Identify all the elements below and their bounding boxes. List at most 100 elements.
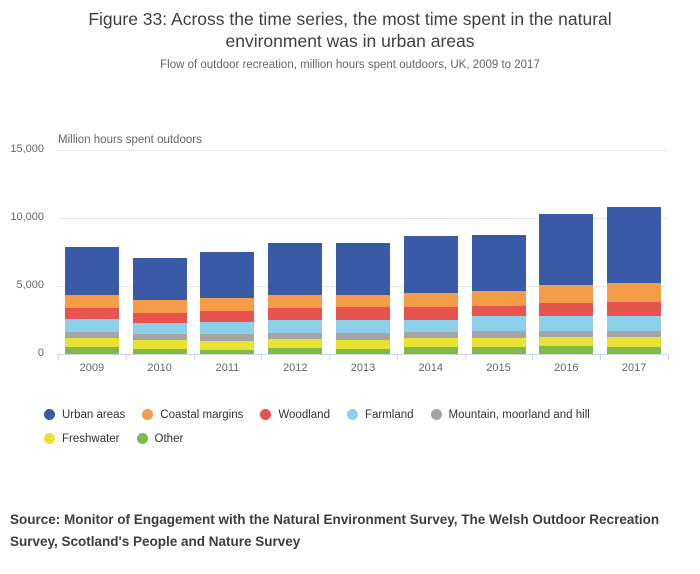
legend-marker-coastal-margins: [142, 409, 154, 420]
bar-segment-2014-farmland[interactable]: [403, 319, 458, 332]
bar-segment-2010-other[interactable]: [132, 348, 187, 354]
bar-segment-2013-other[interactable]: [336, 348, 390, 354]
bar-segment-2011-mountain-moorland-and-hill[interactable]: [200, 334, 255, 342]
legend-marker-urban-areas: [44, 409, 55, 420]
bar-segment-2016-coastal-margins[interactable]: [539, 285, 594, 303]
bar-segment-2009-other[interactable]: [64, 347, 119, 354]
bar-segment-2015-urban-areas[interactable]: [471, 234, 526, 292]
bar-segment-2015-other[interactable]: [471, 347, 526, 354]
bar-segment-2011-urban-areas[interactable]: [200, 252, 255, 298]
bar-segment-2015-coastal-margins[interactable]: [471, 291, 526, 307]
x-tick-label-2012: 2012: [282, 362, 308, 374]
bar-segment-2015-woodland[interactable]: [471, 306, 526, 317]
gridline-15000: [58, 150, 668, 151]
x-tick-label-2010: 2010: [147, 362, 172, 374]
bar-segment-2013-freshwater[interactable]: [336, 340, 390, 349]
bar-segment-2017-mountain-moorland-and-hill[interactable]: [607, 331, 662, 337]
bar-segment-2011-other[interactable]: [200, 350, 255, 354]
bar-segment-2010-farmland[interactable]: [132, 322, 187, 334]
bar-segment-2013-coastal-margins[interactable]: [336, 294, 390, 307]
bar-segment-2013-woodland[interactable]: [336, 306, 390, 320]
bar-segment-2010-mountain-moorland-and-hill[interactable]: [132, 333, 187, 341]
legend-item-urban-areas[interactable]: Urban areas: [44, 409, 125, 421]
legend-item-freshwater[interactable]: Freshwater: [44, 433, 120, 445]
bar-segment-2012-woodland[interactable]: [268, 308, 323, 321]
x-axis-tick: [396, 354, 398, 360]
y-axis-title: Million hours spent outdoors: [58, 134, 202, 146]
bar-segment-2016-mountain-moorland-and-hill[interactable]: [539, 331, 594, 338]
x-tick-label-2009: 2009: [79, 362, 105, 374]
bar-segment-2015-mountain-moorland-and-hill[interactable]: [471, 331, 526, 339]
bar-segment-2014-freshwater[interactable]: [403, 337, 458, 348]
bar-segment-2009-urban-areas[interactable]: [64, 246, 119, 295]
bar-segment-2011-woodland[interactable]: [200, 311, 255, 322]
bar-segment-2011-freshwater[interactable]: [200, 341, 255, 351]
x-axis-line: [58, 353, 668, 355]
legend-row: Urban areas Coastal margins Woodland Farmla…: [44, 407, 590, 422]
x-axis-tick: [532, 354, 534, 360]
bar-segment-2013-mountain-moorland-and-hill[interactable]: [336, 333, 390, 341]
bar-segment-2017-urban-areas[interactable]: [607, 206, 662, 284]
bar-segment-2010-urban-areas[interactable]: [132, 258, 187, 301]
bar-segment-2013-farmland[interactable]: [336, 319, 390, 334]
x-tick-label-2011: 2011: [215, 362, 240, 374]
x-axis-tick: [58, 354, 59, 360]
bar-segment-2014-coastal-margins[interactable]: [403, 293, 458, 307]
bar-segment-2016-urban-areas[interactable]: [539, 214, 594, 286]
x-axis-tick: [329, 354, 331, 360]
source-note: Source: Monitor of Engagement with the N…: [10, 512, 660, 549]
y-tick-label-15-000: 15,000: [10, 143, 44, 155]
legend-marker-woodland: [260, 409, 272, 420]
bar-segment-2014-other[interactable]: [403, 347, 458, 354]
bar-segment-2016-other[interactable]: [539, 346, 594, 354]
bar-segment-2009-coastal-margins[interactable]: [64, 294, 119, 309]
bar-segment-2009-farmland[interactable]: [64, 318, 119, 332]
bar-segment-2017-other[interactable]: [607, 347, 662, 354]
bar-segment-2014-mountain-moorland-and-hill[interactable]: [403, 331, 458, 338]
bar-segment-2012-freshwater[interactable]: [268, 339, 323, 348]
bar-segment-2009-freshwater[interactable]: [64, 338, 119, 348]
bar-segment-2016-farmland[interactable]: [539, 315, 594, 332]
legend: Urban areas Coastal margins Woodland Farmla…: [44, 407, 590, 446]
legend-item-farmland[interactable]: Farmland: [346, 409, 414, 421]
bar-segment-2010-freshwater[interactable]: [132, 340, 187, 349]
bar-segment-2010-woodland[interactable]: [132, 313, 187, 323]
legend-item-mountain-moorland-and-hill[interactable]: Mountain, moorland and hill: [430, 409, 590, 421]
bar-segment-2014-woodland[interactable]: [403, 306, 458, 320]
legend-marker-other: [136, 433, 148, 444]
bar-segment-2012-mountain-moorland-and-hill[interactable]: [268, 332, 323, 340]
legend-row: Freshwater Other: [44, 431, 590, 446]
bar-segment-2010-coastal-margins[interactable]: [132, 300, 187, 314]
bar-segment-2017-freshwater[interactable]: [607, 336, 662, 348]
y-tick-label-0: 0: [37, 346, 44, 359]
legend-item-coastal-margins[interactable]: Coastal margins: [142, 409, 243, 421]
x-tick-label-2015: 2015: [486, 362, 511, 374]
y-tick-label-10-000: 10,000: [10, 210, 44, 223]
bar-segment-2014-urban-areas[interactable]: [403, 235, 458, 294]
bar-segment-2012-farmland[interactable]: [268, 320, 323, 333]
x-axis-tick: [193, 354, 195, 360]
bar-segment-2017-farmland[interactable]: [607, 316, 662, 332]
legend-label-other: Other: [154, 432, 184, 445]
bar-segment-2017-coastal-margins[interactable]: [607, 283, 662, 303]
bar-segment-2016-freshwater[interactable]: [539, 337, 594, 347]
chart-title: Figure 33: Across the time series, the m…: [88, 9, 612, 51]
bar-segment-2013-urban-areas[interactable]: [336, 243, 390, 295]
bar-segment-2011-coastal-margins[interactable]: [200, 297, 255, 312]
bar-segment-2012-coastal-margins[interactable]: [268, 294, 323, 309]
legend-item-woodland[interactable]: Woodland: [260, 409, 330, 421]
legend-marker-freshwater: [44, 433, 55, 444]
bar-segment-2012-urban-areas[interactable]: [268, 242, 323, 295]
bar-segment-2011-farmland[interactable]: [200, 321, 255, 335]
legend-item-other[interactable]: Other: [136, 432, 184, 445]
bar-segment-2012-other[interactable]: [268, 347, 323, 354]
bar-segment-2009-mountain-moorland-and-hill[interactable]: [64, 331, 119, 339]
bar-segment-2009-woodland[interactable]: [64, 308, 119, 319]
bar-segment-2015-farmland[interactable]: [471, 316, 526, 332]
bar-segment-2017-woodland[interactable]: [607, 302, 662, 317]
bar-segment-2016-woodland[interactable]: [539, 302, 594, 316]
x-tick-label-2017: 2017: [621, 362, 647, 374]
legend-label-woodland: Woodland: [278, 408, 330, 421]
bar-segment-2015-freshwater[interactable]: [471, 338, 526, 348]
x-tick-label-2014: 2014: [418, 362, 443, 374]
